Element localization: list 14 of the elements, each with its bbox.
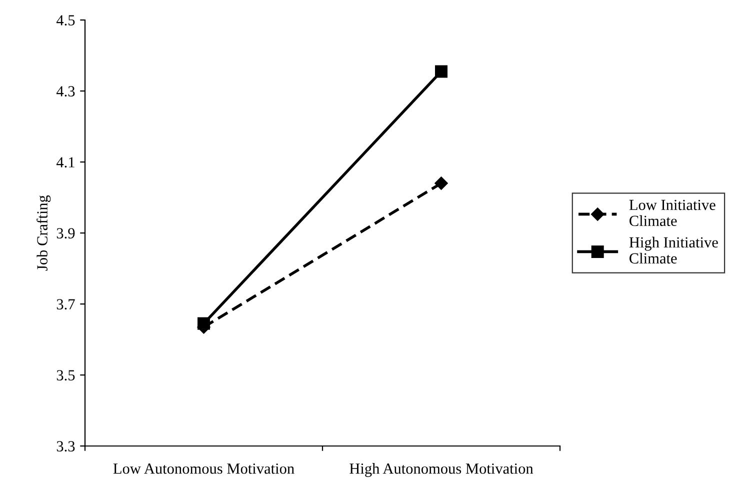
y-tick-label: 4.5 [56, 15, 75, 26]
point [434, 176, 448, 190]
y-tick-label: 3.3 [56, 441, 75, 452]
y-tick-label: 3.5 [56, 370, 75, 381]
x-tick-label: High Autonomous Motivation [350, 463, 534, 477]
y-tick-label: 4.1 [56, 157, 74, 168]
y-tick-label: 3.9 [56, 228, 75, 239]
y-tick-label: 4.3 [56, 86, 75, 97]
y-axis-title: Job Crafting [36, 195, 51, 271]
x-tick-label: Low Autonomous Motivation [113, 464, 294, 474]
legend-label: High Initiative Climate [629, 236, 718, 264]
point [435, 65, 448, 78]
legend-label: Low Initiative Climate [629, 200, 716, 226]
y-tick-label: 3.7 [56, 299, 75, 310]
